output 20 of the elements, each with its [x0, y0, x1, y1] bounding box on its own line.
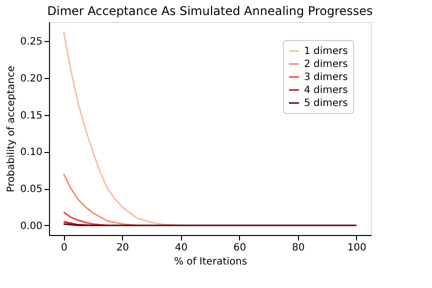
legend-label: 3 dimers [304, 72, 348, 83]
y-tick-label: 0.15 [20, 110, 42, 122]
x-tick-label: 60 [233, 242, 246, 254]
legend-label: 4 dimers [304, 85, 348, 96]
legend-label: 5 dimers [304, 98, 348, 109]
x-tick-label: 100 [347, 242, 366, 254]
y-tick-label: 0.00 [20, 220, 42, 232]
x-axis-title: % of Iterations [174, 256, 248, 268]
chart-title: Dimer Acceptance As Simulated Annealing Progresses [47, 4, 373, 18]
y-tick-label: 0.05 [20, 184, 42, 196]
y-axis-title: Probability of acceptance [6, 66, 18, 192]
x-tick-label: 20 [116, 242, 130, 254]
y-tick-label: 0.25 [20, 36, 42, 48]
legend-label: 2 dimers [304, 59, 348, 70]
x-tick-label: 0 [60, 242, 68, 254]
x-tick-label: 40 [174, 242, 188, 254]
y-tick-label: 0.20 [20, 74, 42, 85]
x-tick-label: 80 [292, 242, 305, 254]
y-tick-label: 0.10 [20, 147, 42, 158]
legend-label: 1 dimers [304, 46, 348, 57]
